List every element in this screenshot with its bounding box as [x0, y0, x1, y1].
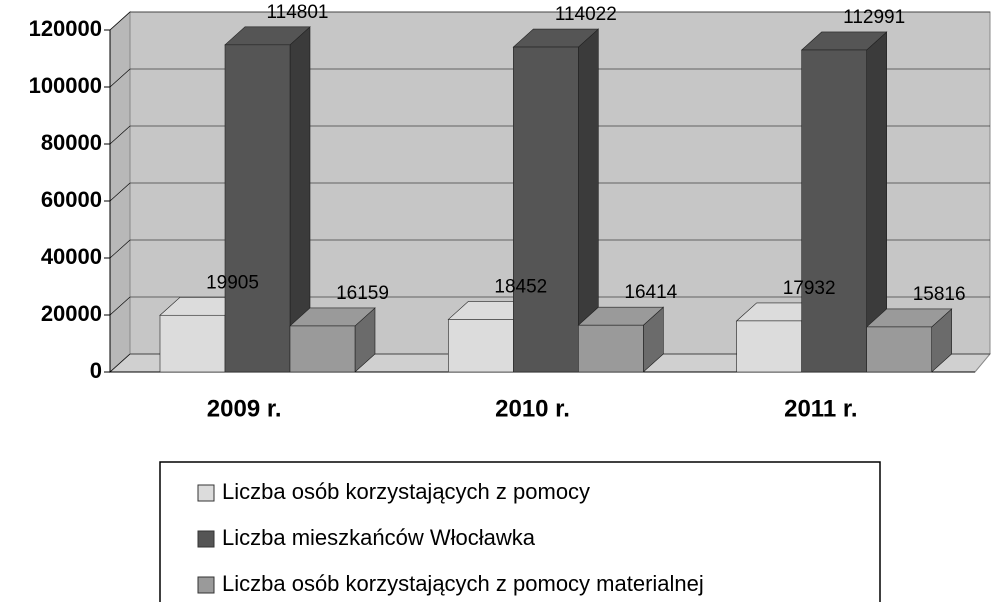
data-label: 112991 — [843, 7, 905, 28]
bar-side-shade — [931, 308, 952, 372]
x-tick-label: 2010 r. — [495, 395, 570, 422]
y-tick-label: 100000 — [29, 73, 102, 98]
data-label: 18452 — [494, 276, 547, 297]
bar — [578, 324, 644, 373]
legend-marker — [197, 530, 215, 548]
data-label: 16159 — [336, 283, 389, 304]
data-label: 114022 — [555, 4, 617, 25]
data-label: 114801 — [267, 2, 329, 23]
bar — [159, 314, 226, 373]
bar-side-shade — [290, 26, 310, 373]
grid-line — [109, 239, 131, 259]
legend — [159, 461, 881, 602]
legend-label: Liczba osób korzystających z pomocy mate… — [222, 571, 704, 596]
data-label: 15816 — [913, 284, 966, 305]
bar — [801, 49, 867, 373]
bar-side-shade — [355, 307, 375, 372]
bar-side-shade — [578, 29, 599, 373]
data-label: 16414 — [624, 282, 677, 303]
y-tick-label: 80000 — [41, 130, 102, 155]
y-tick-label: 0 — [90, 358, 102, 383]
y-tick-label: 60000 — [41, 187, 102, 212]
bar-side-shade — [866, 31, 887, 373]
grid-line — [109, 125, 131, 145]
data-label: 19905 — [206, 272, 259, 293]
bar — [224, 44, 291, 373]
grid-line — [109, 182, 131, 202]
data-label: 17932 — [783, 278, 836, 299]
bar — [866, 326, 932, 373]
legend-label: Liczba osób korzystających z pomocy — [222, 479, 590, 504]
legend-label: Liczba mieszkańców Włocławka — [222, 525, 536, 550]
grid-line — [109, 11, 131, 31]
y-tick-label: 120000 — [29, 16, 102, 41]
y-tick-label: 40000 — [41, 244, 102, 269]
y-tick-label: 20000 — [41, 301, 102, 326]
bar — [736, 320, 802, 373]
x-tick-label: 2009 r. — [207, 395, 282, 422]
bar — [289, 325, 356, 373]
bar-side-shade — [643, 307, 664, 372]
grid-line — [109, 296, 131, 316]
bar — [513, 46, 579, 373]
bar — [448, 319, 514, 373]
grid-line — [109, 68, 131, 88]
x-tick-label: 2011 r. — [784, 395, 857, 422]
legend-marker — [197, 484, 215, 502]
grid-line — [109, 353, 131, 373]
legend-marker — [197, 576, 215, 594]
